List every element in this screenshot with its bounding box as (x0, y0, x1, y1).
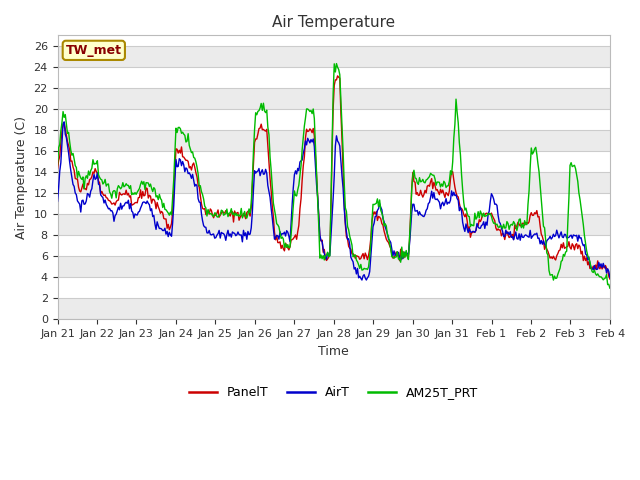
PanelT (333, 73, 341, 79)
Bar (58, 46, 610, 67)
AM25T_PRT (383, 231, 391, 237)
PanelT (383, 238, 391, 244)
AirT (54, 198, 61, 204)
AM25T_PRT (508, 221, 515, 227)
AM25T_PRT (54, 162, 61, 168)
AM25T_PRT (319, 253, 327, 259)
X-axis label: Time: Time (318, 345, 349, 358)
AirT (385, 236, 392, 242)
AirT (321, 251, 328, 256)
AirT (595, 260, 603, 265)
Bar (58, 172, 610, 193)
AirT (60, 119, 68, 125)
PanelT (354, 253, 362, 259)
AirT (509, 234, 516, 240)
Bar (58, 256, 610, 277)
AM25T_PRT (354, 259, 362, 264)
PanelT (606, 276, 614, 282)
Bar (58, 214, 610, 235)
AM25T_PRT (606, 285, 614, 291)
Line: PanelT: PanelT (58, 76, 610, 279)
AirT (362, 277, 370, 283)
Line: AM25T_PRT: AM25T_PRT (58, 63, 610, 288)
Bar (58, 88, 610, 109)
AirT (354, 265, 362, 271)
AM25T_PRT (594, 271, 602, 277)
Line: AirT: AirT (58, 122, 610, 280)
Title: Air Temperature: Air Temperature (272, 15, 396, 30)
Legend: PanelT, AirT, AM25T_PRT: PanelT, AirT, AM25T_PRT (184, 381, 483, 404)
Text: TW_met: TW_met (66, 44, 122, 57)
PanelT (319, 249, 327, 255)
AM25T_PRT (316, 255, 324, 261)
Bar (58, 130, 610, 151)
Bar (58, 299, 610, 319)
PanelT (508, 232, 515, 238)
Y-axis label: Air Temperature (C): Air Temperature (C) (15, 116, 28, 239)
AirT (606, 275, 614, 280)
AM25T_PRT (333, 60, 340, 66)
PanelT (594, 258, 602, 264)
PanelT (54, 166, 61, 171)
PanelT (316, 234, 324, 240)
AirT (317, 238, 325, 243)
